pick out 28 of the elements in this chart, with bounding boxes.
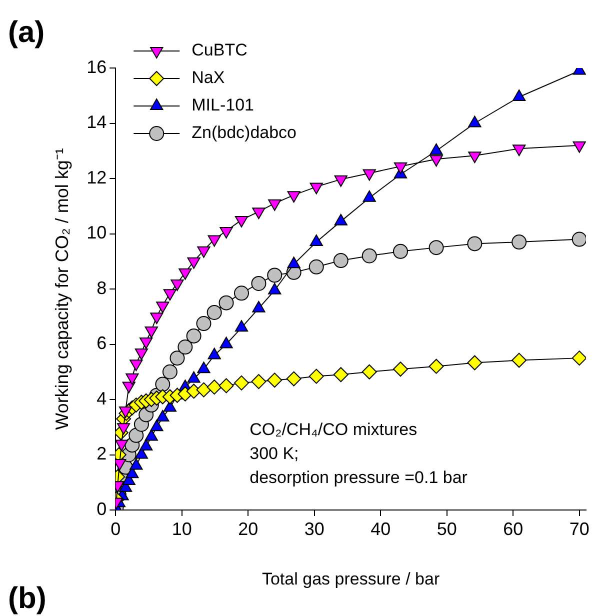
x-tick-label: 10 — [172, 518, 192, 539]
y-tick-label: 2 — [96, 444, 107, 464]
y-tick-label: 4 — [96, 388, 107, 408]
x-tick-label: 20 — [238, 518, 258, 539]
x-tick-label: 50 — [436, 518, 457, 539]
annotation: CO₂/CH₄/CO mixtures — [248, 420, 420, 440]
annotation: 300 K; — [248, 444, 301, 464]
x-tick-label: 70 — [569, 518, 590, 539]
y-tick-label: 12 — [86, 167, 107, 188]
x-tick-label: 40 — [370, 518, 391, 539]
text: (a) — [8, 16, 45, 49]
x-tick-label: 60 — [503, 518, 524, 539]
y-tick-label: 6 — [96, 333, 107, 354]
legend-label: NaX — [192, 68, 225, 88]
y-axis-title: Working capacity for CO₂ / mol kg⁻¹ — [52, 148, 72, 430]
text: (b) — [8, 582, 46, 615]
x-tick-label: 30 — [304, 518, 324, 539]
y-tick-label: 8 — [96, 278, 107, 298]
annotation: desorption pressure =0.1 bar — [248, 468, 470, 488]
legend-label: CuBTC — [192, 40, 248, 60]
x-tick-label: 0 — [110, 518, 121, 539]
y-tick-label: 16 — [86, 56, 107, 77]
y-tick-label: 10 — [86, 222, 107, 243]
legend-label: Zn(bdc)dabco — [192, 123, 297, 142]
y-tick-label: 0 — [96, 498, 107, 519]
y-tick-label: 14 — [86, 112, 107, 132]
legend-label: MIL-101 — [192, 96, 254, 115]
x-axis-title: Total gas pressure / bar — [262, 569, 440, 588]
